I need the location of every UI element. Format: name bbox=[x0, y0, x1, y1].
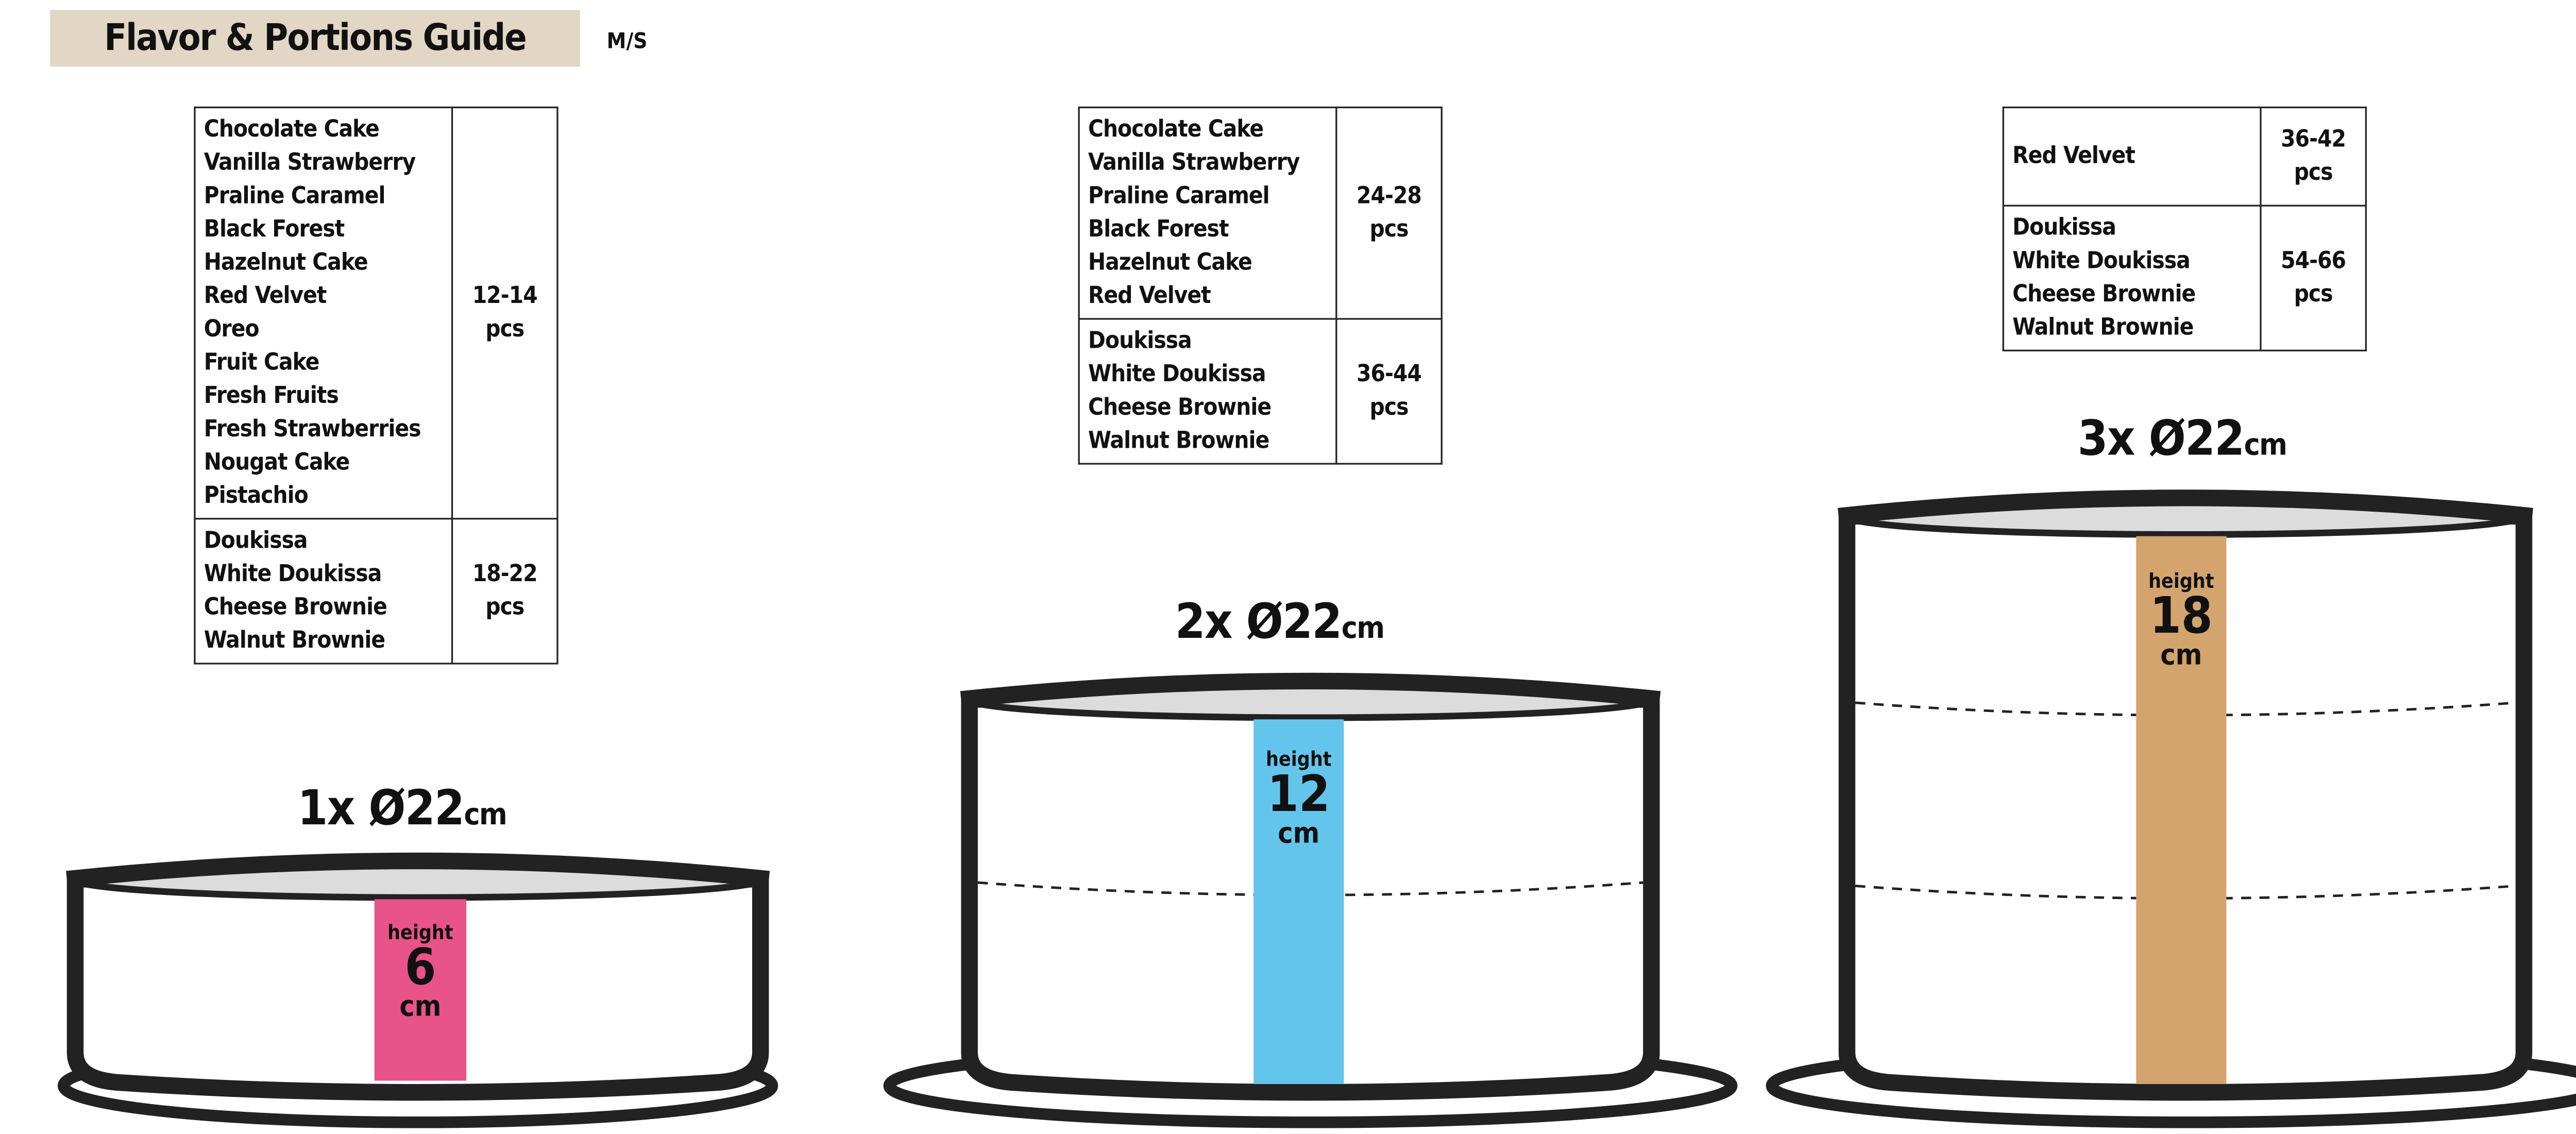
page-title: Flavor & Portions Guide bbox=[50, 10, 580, 67]
flavor-item: Walnut Brownie bbox=[2012, 314, 2194, 342]
flavor-item: Walnut Brownie bbox=[204, 628, 385, 655]
flavor-item: Vanilla Strawberry bbox=[1088, 149, 1300, 177]
portion-table-2x: Chocolate Cake Vanilla Strawberry Praline … bbox=[1078, 106, 1443, 465]
table-row: Chocolate Cake Vanilla Strawberry Praline … bbox=[1078, 106, 1443, 320]
flavor-list: Red Velvet bbox=[2002, 106, 2262, 207]
flavor-item: White Doukissa bbox=[1088, 361, 1266, 388]
flavor-item: Fresh Fruits bbox=[204, 383, 339, 410]
table-row: Doukissa White Doukissa Cheese Brownie Waln… bbox=[194, 518, 558, 665]
height-label-6cm: height 6 cm bbox=[387, 921, 453, 1024]
portion-count: 36-42 pcs bbox=[2260, 106, 2367, 207]
flavor-item: Hazelnut Cake bbox=[204, 249, 368, 277]
portion-count: 36-44 pcs bbox=[1335, 318, 1443, 465]
table-row: Doukissa White Doukissa Cheese Brownie Waln… bbox=[2002, 205, 2367, 351]
height-label-18cm: height 18 cm bbox=[2148, 569, 2214, 673]
flavor-item: Cheese Brownie bbox=[2012, 281, 2196, 308]
portion-range: 18-22 bbox=[472, 561, 538, 588]
table-row: Chocolate Cake Vanilla Strawberry Praline … bbox=[194, 106, 558, 520]
flavor-item: Walnut Brownie bbox=[1088, 428, 1269, 455]
flavor-item: Cheese Brownie bbox=[1088, 394, 1272, 421]
table-row: Doukissa White Doukissa Cheese Brownie Waln… bbox=[1078, 318, 1443, 465]
cake-1x bbox=[57, 852, 778, 1128]
flavor-item: Chocolate Cake bbox=[1088, 116, 1264, 143]
flavor-list: Chocolate Cake Vanilla Strawberry Praline … bbox=[194, 106, 453, 520]
flavor-item: Fruit Cake bbox=[204, 349, 320, 377]
portion-unit: pcs bbox=[485, 316, 524, 343]
portion-count: 54-66 pcs bbox=[2260, 205, 2367, 351]
flavor-item: Pistachio bbox=[204, 483, 309, 510]
flavor-item: Red Velvet bbox=[1088, 283, 1211, 310]
flavor-item: Black Forest bbox=[1088, 216, 1229, 243]
flavor-item: Doukissa bbox=[204, 528, 308, 555]
portion-unit: pcs bbox=[2294, 160, 2333, 187]
flavor-item: Praline Caramel bbox=[1088, 183, 1270, 210]
flavor-item: Vanilla Strawberry bbox=[204, 149, 416, 177]
flavor-item: Doukissa bbox=[1088, 328, 1192, 355]
flavor-item: Cheese Brownie bbox=[204, 594, 387, 621]
cake-label-1x: 1x Ø22cm bbox=[297, 779, 507, 836]
portion-count: 24-28 pcs bbox=[1335, 106, 1443, 320]
flavor-item: White Doukissa bbox=[204, 561, 382, 588]
portion-table-1x: Chocolate Cake Vanilla Strawberry Praline … bbox=[194, 106, 558, 665]
flavor-list: Doukissa White Doukissa Cheese Brownie Waln… bbox=[2002, 205, 2262, 351]
layer-divider bbox=[1855, 701, 2516, 717]
flavor-item: Fresh Strawberries bbox=[204, 416, 421, 443]
portion-range: 36-42 bbox=[2281, 126, 2346, 154]
flavor-list: Chocolate Cake Vanilla Strawberry Praline … bbox=[1078, 106, 1337, 320]
flavor-item: White Doukissa bbox=[2012, 248, 2191, 275]
portion-count: 18-22 pcs bbox=[451, 518, 558, 665]
portion-count: 12-14 pcs bbox=[451, 106, 558, 520]
portion-range: 24-28 bbox=[1357, 183, 1422, 210]
flavor-item: Oreo bbox=[204, 316, 260, 343]
cake-label-2x: 2x Ø22cm bbox=[1175, 593, 1385, 650]
layer-divider bbox=[1855, 885, 2516, 900]
flavor-item: Red Velvet bbox=[2012, 143, 2136, 170]
flavor-item: Chocolate Cake bbox=[204, 116, 380, 143]
height-band-12cm bbox=[1253, 719, 1344, 1085]
cake-label-3x: 3x Ø22cm bbox=[2077, 410, 2287, 466]
subtitle: M/S bbox=[606, 30, 648, 55]
portion-range: 54-66 bbox=[2281, 248, 2346, 275]
flavor-item: Red Velvet bbox=[204, 283, 327, 310]
flavor-item: Hazelnut Cake bbox=[1088, 249, 1252, 277]
portion-unit: pcs bbox=[2294, 281, 2333, 308]
height-band-18cm bbox=[2136, 536, 2227, 1085]
flavor-item: Doukissa bbox=[2012, 214, 2116, 242]
height-band-6cm bbox=[374, 899, 467, 1081]
portion-unit: pcs bbox=[1369, 394, 1409, 421]
portion-table-3x: Red Velvet 36-42 pcs Doukissa White Doukissa… bbox=[2002, 106, 2367, 351]
title-text: Flavor & Portions Guide bbox=[104, 17, 527, 59]
flavor-list: Doukissa White Doukissa Cheese Brownie Waln… bbox=[194, 518, 453, 665]
portion-unit: pcs bbox=[485, 594, 524, 621]
portion-range: 36-44 bbox=[1357, 361, 1422, 388]
portion-unit: pcs bbox=[1369, 216, 1409, 243]
table-row: Red Velvet 36-42 pcs bbox=[2002, 106, 2367, 207]
height-label-12cm: height 12 cm bbox=[1266, 748, 1332, 851]
cake-3x bbox=[1766, 489, 2576, 1128]
cake-2x bbox=[883, 672, 1738, 1128]
flavor-item: Praline Caramel bbox=[204, 183, 386, 210]
portion-range: 12-14 bbox=[472, 283, 538, 310]
flavor-list: Doukissa White Doukissa Cheese Brownie Waln… bbox=[1078, 318, 1337, 465]
flavor-item: Black Forest bbox=[204, 216, 345, 243]
flavor-item: Nougat Cake bbox=[204, 449, 350, 477]
